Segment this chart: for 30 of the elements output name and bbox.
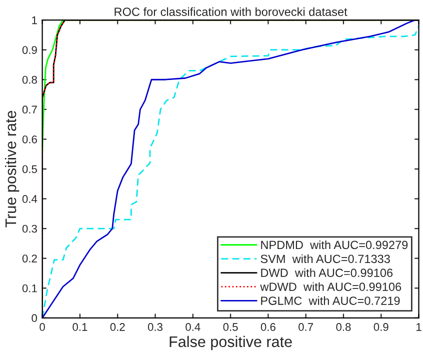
y-axis-title: True positive rate xyxy=(4,110,20,228)
y-tick-label: 0 xyxy=(32,314,38,322)
y-tick-label: 0.3 xyxy=(22,224,37,233)
x-tick-label: 0.5 xyxy=(223,323,238,331)
x-tick-label: 0.4 xyxy=(186,323,200,331)
y-tick-label: 0.7 xyxy=(22,106,37,114)
legend-label: SVM with AUC=0.71333 xyxy=(260,254,390,264)
legend-label: NPDMD with AUC=0.99279 xyxy=(261,240,408,250)
chart-title: ROC for classification with borovecki dataset xyxy=(114,7,348,16)
legend-label: PGLMC with AUC=0.7219 xyxy=(261,296,400,305)
y-tick-label: 0.4 xyxy=(22,195,38,203)
x-tick-label: 0.2 xyxy=(110,323,125,331)
y-tick-label: 0.8 xyxy=(22,76,37,84)
y-tick-label: 0.2 xyxy=(22,254,37,262)
x-tick-label: 0 xyxy=(40,323,45,331)
legend-label: DWD with AUC=0.99106 xyxy=(261,268,393,278)
y-tick-label: 0.1 xyxy=(22,284,37,292)
y-tick-label: 1 xyxy=(32,16,37,24)
x-tick-label: 1 xyxy=(416,323,422,331)
y-tick-label: 0.9 xyxy=(22,46,37,54)
x-axis-title: False positive rate xyxy=(170,336,292,350)
x-tick-label: 0.6 xyxy=(260,323,276,331)
x-tick-label: 0.3 xyxy=(148,323,162,331)
y-tick-label: 0.6 xyxy=(22,135,37,144)
y-tick-label: 0.5 xyxy=(22,165,37,174)
x-tick-label: 0.8 xyxy=(336,323,351,331)
legend-label: wDWD with AUC=0.99106 xyxy=(260,282,402,291)
x-tick-label: 0.7 xyxy=(298,323,313,331)
x-tick-label: 0.1 xyxy=(72,323,88,331)
x-tick-label: 0.9 xyxy=(374,323,388,331)
